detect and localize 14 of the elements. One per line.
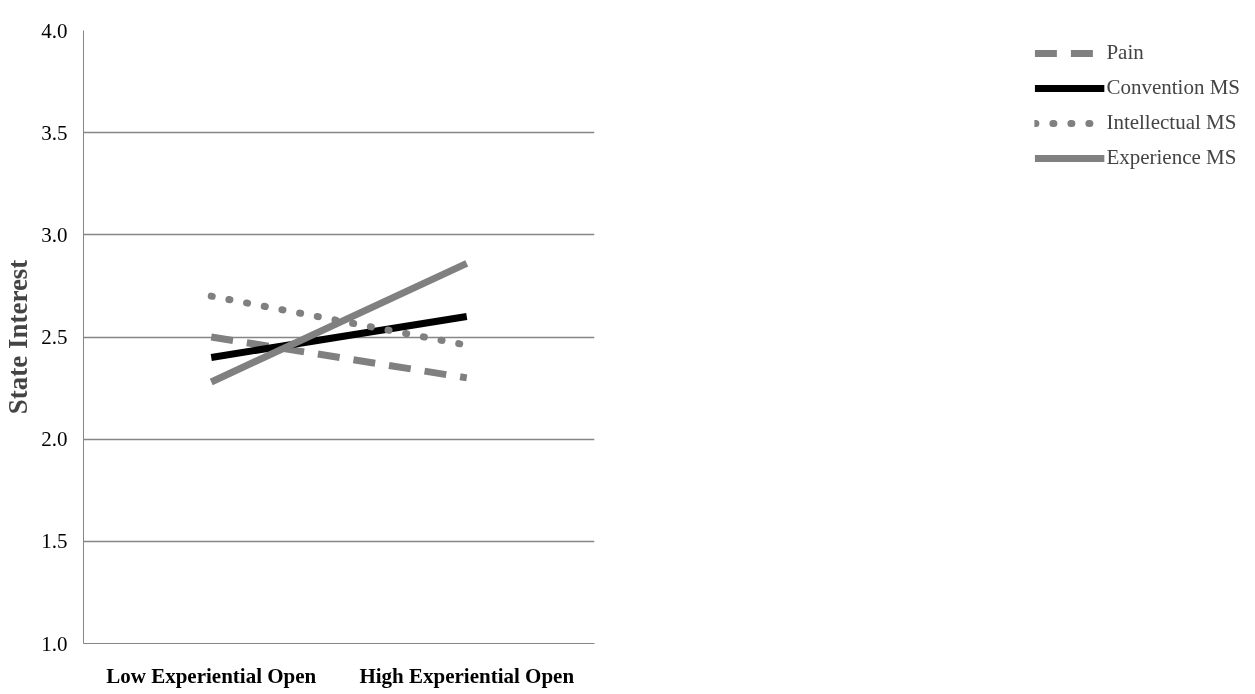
x-tick-label: High Experiential Open	[359, 663, 575, 688]
y-tick-label: 2.0	[41, 427, 68, 452]
legend-label: Convention MS	[1106, 75, 1240, 100]
legend-label: Pain	[1106, 40, 1144, 65]
x-tick-label: Low Experiential Open	[106, 663, 317, 688]
y-tick-label: 1.0	[41, 631, 68, 656]
y-tick-label: 3.5	[41, 120, 68, 145]
y-tick-label: 1.5	[41, 529, 68, 554]
y-axis-title: State Interest	[3, 259, 34, 415]
y-tick-label: 4.0	[41, 18, 68, 43]
legend-label: Experience MS	[1106, 145, 1237, 170]
y-tick-label: 2.5	[41, 325, 68, 349]
y-tick-label: 3.0	[41, 222, 68, 247]
legend-label: Intellectual MS	[1106, 110, 1237, 135]
